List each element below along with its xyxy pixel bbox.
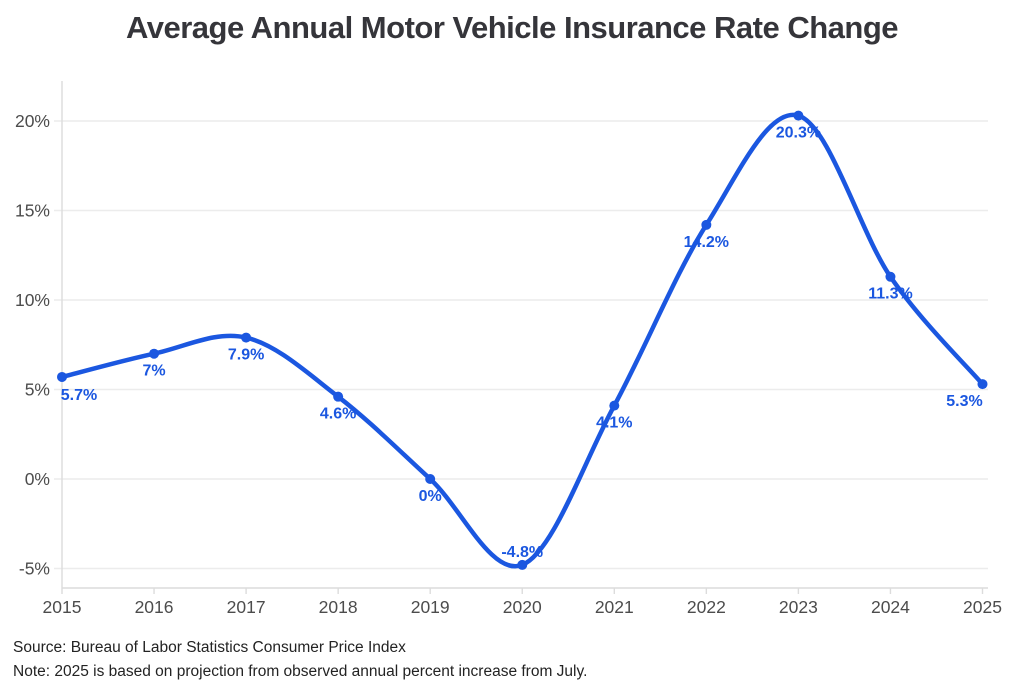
data-point-label: 14.2% bbox=[684, 234, 729, 251]
data-point-label: 11.3% bbox=[868, 286, 912, 303]
data-point-label: 5.3% bbox=[946, 393, 982, 410]
data-point-label: -4.8% bbox=[501, 544, 543, 561]
y-axis-tick-label: 20% bbox=[15, 111, 50, 131]
data-point-marker bbox=[149, 348, 160, 359]
data-point-marker bbox=[885, 271, 896, 282]
data-point-marker bbox=[609, 400, 620, 411]
y-axis-tick-label: 0% bbox=[25, 469, 50, 489]
data-point-label: 7% bbox=[142, 363, 165, 380]
x-axis-tick-label: 2023 bbox=[779, 597, 818, 617]
data-point-label: 4.1% bbox=[596, 415, 632, 432]
y-axis-tick-label: 10% bbox=[15, 290, 50, 310]
x-axis-tick-label: 2024 bbox=[871, 597, 910, 617]
data-point-marker bbox=[57, 371, 67, 382]
data-point-label: 4.6% bbox=[320, 406, 356, 423]
x-axis-tick-label: 2022 bbox=[687, 597, 726, 617]
data-point-marker bbox=[517, 559, 528, 570]
data-point-label: 5.7% bbox=[61, 387, 97, 404]
x-axis-tick-label: 2021 bbox=[595, 597, 634, 617]
data-point-label: 0% bbox=[419, 488, 442, 505]
x-axis-tick-label: 2015 bbox=[43, 597, 82, 617]
y-axis-tick-label: 5% bbox=[25, 380, 50, 400]
x-axis-tick-label: 2018 bbox=[319, 597, 358, 617]
data-point-label: 20.3% bbox=[776, 125, 821, 142]
data-point-marker bbox=[425, 474, 436, 484]
data-series-line bbox=[59, 112, 985, 569]
x-axis-tick-label: 2020 bbox=[503, 597, 542, 617]
data-point-marker bbox=[701, 219, 712, 230]
data-point-marker bbox=[333, 391, 344, 402]
chart-title: Average Annual Motor Vehicle Insurance R… bbox=[125, 10, 899, 45]
x-axis-tick-label: 2016 bbox=[135, 597, 174, 617]
x-axis-tick-label: 2019 bbox=[411, 597, 450, 617]
projection-note: Note: 2025 is based on projection from o… bbox=[13, 663, 588, 680]
x-axis-tick-label: 2025 bbox=[963, 597, 1002, 617]
data-point-marker bbox=[793, 110, 804, 121]
data-point-marker bbox=[241, 332, 252, 343]
x-axis-tick-label: 2017 bbox=[227, 597, 266, 617]
chart-footer: Source: Bureau of Labor Statistics Consu… bbox=[13, 636, 587, 684]
y-axis-tick-label: 15% bbox=[15, 201, 50, 221]
y-axis-tick-label: -5% bbox=[19, 559, 50, 579]
data-point-marker bbox=[977, 379, 988, 390]
source-note: Source: Bureau of Labor Statistics Consu… bbox=[13, 639, 406, 656]
data-point-label: 7.9% bbox=[228, 347, 264, 364]
